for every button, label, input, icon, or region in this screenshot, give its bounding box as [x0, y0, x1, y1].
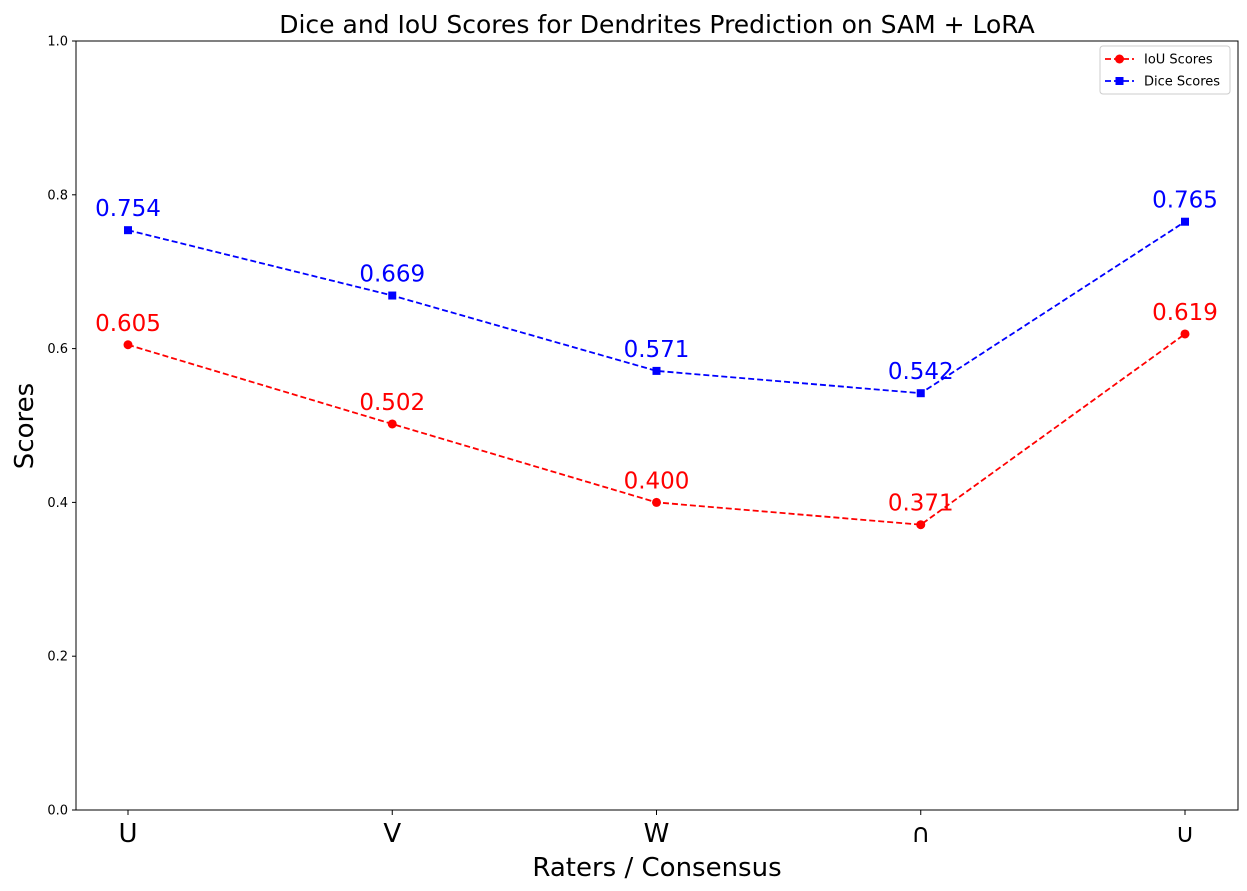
legend-marker — [1115, 77, 1124, 85]
x-axis: U V W ∩ ∪ — [118, 810, 1195, 849]
data-point — [124, 226, 132, 235]
data-label: 0.571 — [624, 337, 690, 363]
legend-label: IoU Scores — [1144, 53, 1213, 68]
legend-marker — [1115, 54, 1124, 64]
data-point — [388, 291, 397, 300]
y-tick-label: 0.0 — [47, 804, 68, 819]
x-tick-label: U — [118, 819, 137, 849]
data-label: 0.669 — [359, 262, 425, 288]
y-tick-label: 1.0 — [47, 35, 68, 50]
series-line — [127, 220, 1186, 395]
legend-box — [1099, 45, 1231, 95]
y-axis: 0.0 0.2 0.4 0.6 0.8 1.0 — [47, 35, 76, 819]
data-point — [1180, 329, 1190, 339]
data-label: 0.619 — [1152, 300, 1218, 326]
x-tick-label: ∪ — [1175, 819, 1194, 849]
data-label: 0.542 — [888, 359, 954, 385]
data-point — [652, 366, 661, 375]
plot-frame — [75, 40, 1239, 811]
data-label: 0.371 — [888, 491, 954, 517]
data-point — [387, 419, 397, 429]
legend-label: Dice Scores — [1144, 75, 1220, 90]
data-point — [916, 389, 925, 398]
series-dice: 0.754 0.669 0.571 0.542 0.765 — [95, 188, 1218, 398]
y-tick-label: 0.2 — [47, 650, 68, 665]
data-label: 0.765 — [1152, 188, 1218, 214]
y-axis-label: Scores — [10, 383, 40, 469]
data-label: 0.754 — [95, 196, 161, 222]
series-layer: 0.605 0.502 0.400 0.371 0.619 0.754 0.669 0.571… — [95, 188, 1218, 530]
data-label: 0.502 — [359, 390, 425, 416]
y-tick-label: 0.6 — [47, 342, 68, 357]
legend: IoU Scores Dice Scores — [1099, 45, 1231, 95]
data-label: 0.400 — [624, 468, 690, 494]
data-point — [1181, 217, 1189, 226]
data-label: 0.605 — [95, 311, 161, 337]
data-point — [652, 497, 661, 507]
x-axis-label: Raters / Consensus — [532, 853, 781, 883]
y-tick-label: 0.8 — [47, 188, 68, 203]
data-point — [916, 520, 926, 530]
x-tick-label: ∩ — [911, 819, 930, 849]
x-tick-label: W — [644, 819, 670, 849]
series-iou: 0.605 0.502 0.400 0.371 0.619 — [95, 300, 1218, 530]
x-tick-label: V — [383, 819, 401, 849]
data-point — [123, 340, 133, 350]
y-tick-label: 0.4 — [47, 496, 68, 511]
chart-title: Dice and IoU Scores for Dendrites Predic… — [279, 10, 1035, 39]
